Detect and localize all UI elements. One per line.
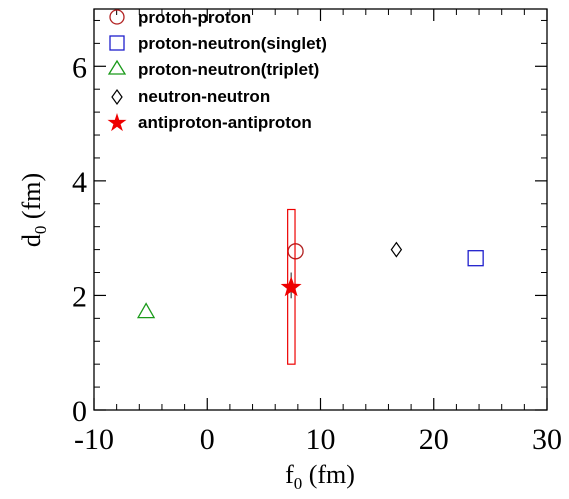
x-tick-label: 0 xyxy=(200,423,215,456)
legend-label: antiproton-antiproton xyxy=(138,113,312,132)
legend-entry-proton-neutron-singlet: proton-neutron(singlet) xyxy=(109,34,327,53)
data-point-diamond xyxy=(390,241,403,258)
legend-entry-neutron-neutron: neutron-neutron xyxy=(111,87,270,106)
x-tick-label: 20 xyxy=(419,423,449,456)
legend-marker-triangle xyxy=(107,59,127,75)
y-tick-label: 4 xyxy=(72,166,87,199)
legend: proton-proton proton-neutron(singlet) pr… xyxy=(107,8,327,132)
data-marks xyxy=(136,208,484,365)
x-tick-label: -10 xyxy=(74,423,114,456)
y-tick-label: 0 xyxy=(72,395,87,428)
x-tick-label: 30 xyxy=(532,423,562,456)
legend-entry-antiproton-antiproton: antiproton-antiproton xyxy=(107,113,312,132)
y-axis-title: d0 (fm) xyxy=(17,173,50,247)
legend-label: proton-neutron(triplet) xyxy=(138,60,319,79)
y-tick-label: 2 xyxy=(72,280,87,313)
legend-marker-square xyxy=(109,35,125,51)
x-axis-title: f0 (fm) xyxy=(285,460,355,493)
y-tick-labels: 0 2 4 6 xyxy=(72,51,87,428)
legend-marker-star xyxy=(107,113,127,132)
data-point-triangle xyxy=(136,302,156,319)
x-tick-labels: -10 0 10 20 30 xyxy=(74,423,562,456)
data-point-star xyxy=(280,276,302,297)
data-point-square xyxy=(467,250,484,267)
legend-entry-proton-neutron-triplet: proton-neutron(triplet) xyxy=(107,59,319,79)
x-tick-label: 10 xyxy=(306,423,336,456)
y-tick-label: 6 xyxy=(72,51,87,84)
legend-marker-circle xyxy=(109,9,125,25)
legend-marker-diamond xyxy=(111,88,123,106)
legend-label: proton-proton xyxy=(138,8,251,27)
legend-entry-proton-proton: proton-proton xyxy=(109,8,251,27)
legend-label: proton-neutron(singlet) xyxy=(138,34,327,53)
legend-label: neutron-neutron xyxy=(138,87,270,106)
